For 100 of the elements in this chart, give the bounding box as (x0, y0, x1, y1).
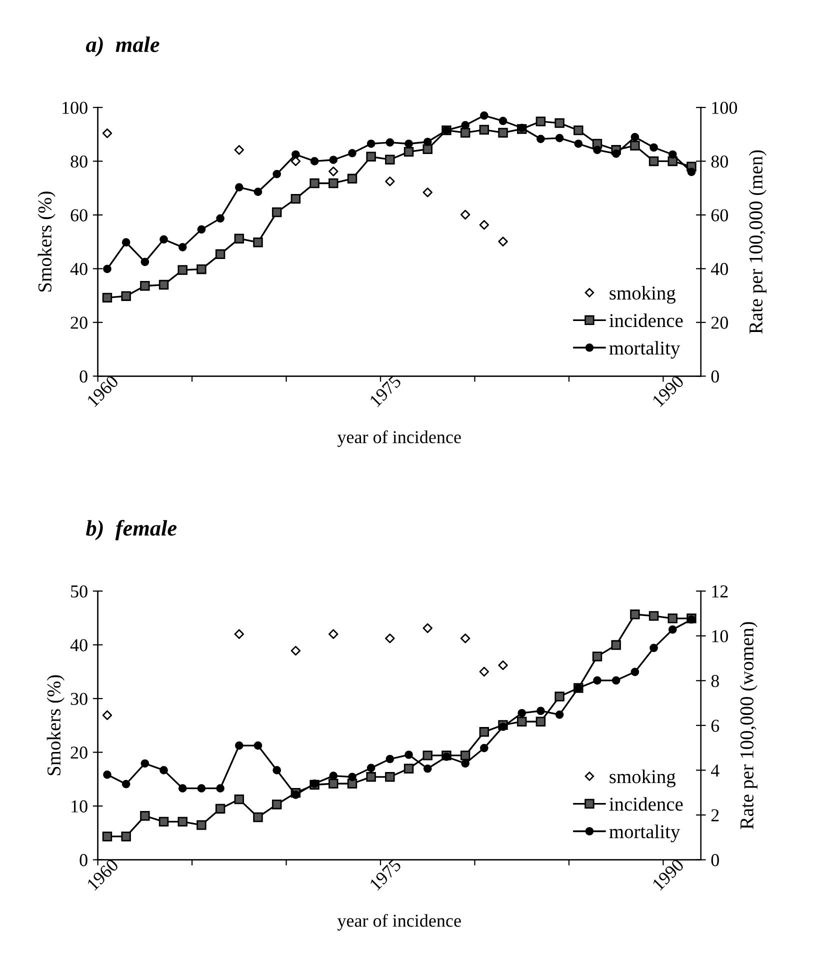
point (122, 780, 130, 788)
point (254, 188, 262, 196)
point (536, 134, 545, 144)
legend-label: smoking (610, 770, 676, 788)
y2-tick-label: 0 (711, 854, 719, 866)
y-tick-label: 20 (70, 316, 88, 329)
y-tick-label: 40 (70, 639, 88, 652)
point (102, 292, 112, 303)
point (650, 143, 658, 152)
point (272, 207, 282, 218)
point (234, 629, 244, 639)
point (347, 174, 358, 184)
point (480, 111, 488, 120)
point (122, 238, 130, 247)
point (348, 148, 356, 158)
point (329, 772, 338, 780)
point (498, 236, 508, 246)
y-axis-title: Smokers (%) (46, 675, 64, 776)
point (460, 750, 470, 760)
point (479, 124, 490, 135)
x-tick-label: 1990 (652, 858, 684, 891)
point (461, 759, 470, 768)
point (593, 676, 602, 685)
point (366, 140, 376, 148)
y2-tick-label: 4 (710, 764, 720, 776)
point (479, 666, 490, 677)
y-tick-label: 0 (80, 854, 88, 866)
point (630, 140, 640, 150)
y-tick-label: 50 (71, 585, 88, 598)
point (404, 764, 414, 774)
point (461, 121, 470, 130)
y2-tick-label: 100 (712, 102, 738, 114)
point (366, 152, 376, 162)
point (574, 125, 584, 136)
y2-axis-title: Rate per 100,000 (men) (748, 150, 766, 334)
point (196, 264, 206, 274)
point (480, 744, 488, 752)
point (140, 759, 150, 768)
legend-label: smoking (610, 286, 676, 304)
point (404, 750, 413, 759)
legend-label: incidence (609, 797, 683, 811)
y2-tick-label: 12 (712, 585, 728, 598)
point (650, 644, 658, 652)
point (423, 764, 432, 773)
y2-tick-label: 8 (711, 674, 719, 688)
point (422, 623, 432, 634)
point (498, 660, 508, 670)
point (272, 800, 282, 810)
point (612, 676, 620, 685)
point (555, 134, 564, 142)
point (215, 249, 226, 260)
point (498, 722, 508, 731)
legend-label: mortality (609, 824, 680, 842)
point (102, 832, 112, 842)
y-tick-label: 10 (72, 800, 88, 812)
point (292, 790, 300, 799)
legend-label: mortality (609, 340, 680, 359)
point (310, 178, 320, 188)
point (479, 220, 490, 230)
x-axis-title: year of incidence (337, 914, 461, 931)
point (328, 166, 338, 176)
point (102, 710, 112, 720)
point (630, 132, 640, 142)
point (310, 157, 319, 166)
point (554, 118, 564, 128)
point (498, 116, 508, 126)
y-tick-label: 20 (70, 746, 88, 759)
point (140, 258, 150, 266)
point (648, 156, 659, 166)
point (423, 138, 432, 146)
y2-tick-label: 80 (711, 155, 728, 168)
point (479, 727, 490, 737)
point (215, 804, 226, 814)
y2-tick-label: 10 (712, 630, 728, 642)
point (630, 610, 640, 620)
y-tick-label: 30 (70, 692, 88, 705)
point (385, 154, 395, 164)
point (516, 716, 527, 726)
y-tick-label: 80 (70, 155, 88, 168)
point (272, 170, 282, 178)
point (385, 772, 395, 782)
point (348, 772, 356, 782)
point (536, 116, 546, 126)
y2-tick-label: 0 (711, 370, 719, 383)
point (593, 146, 602, 154)
y-tick-label: 60 (70, 209, 88, 222)
point (404, 140, 413, 148)
point (536, 716, 546, 726)
point (253, 812, 263, 822)
y2-tick-label: 2 (711, 809, 719, 822)
point (385, 176, 395, 186)
point (216, 214, 224, 223)
point (366, 772, 376, 782)
point (385, 634, 395, 644)
point (197, 225, 206, 234)
point (234, 794, 244, 804)
point (234, 741, 244, 750)
point (103, 770, 112, 779)
point (196, 820, 206, 830)
point (592, 652, 602, 662)
